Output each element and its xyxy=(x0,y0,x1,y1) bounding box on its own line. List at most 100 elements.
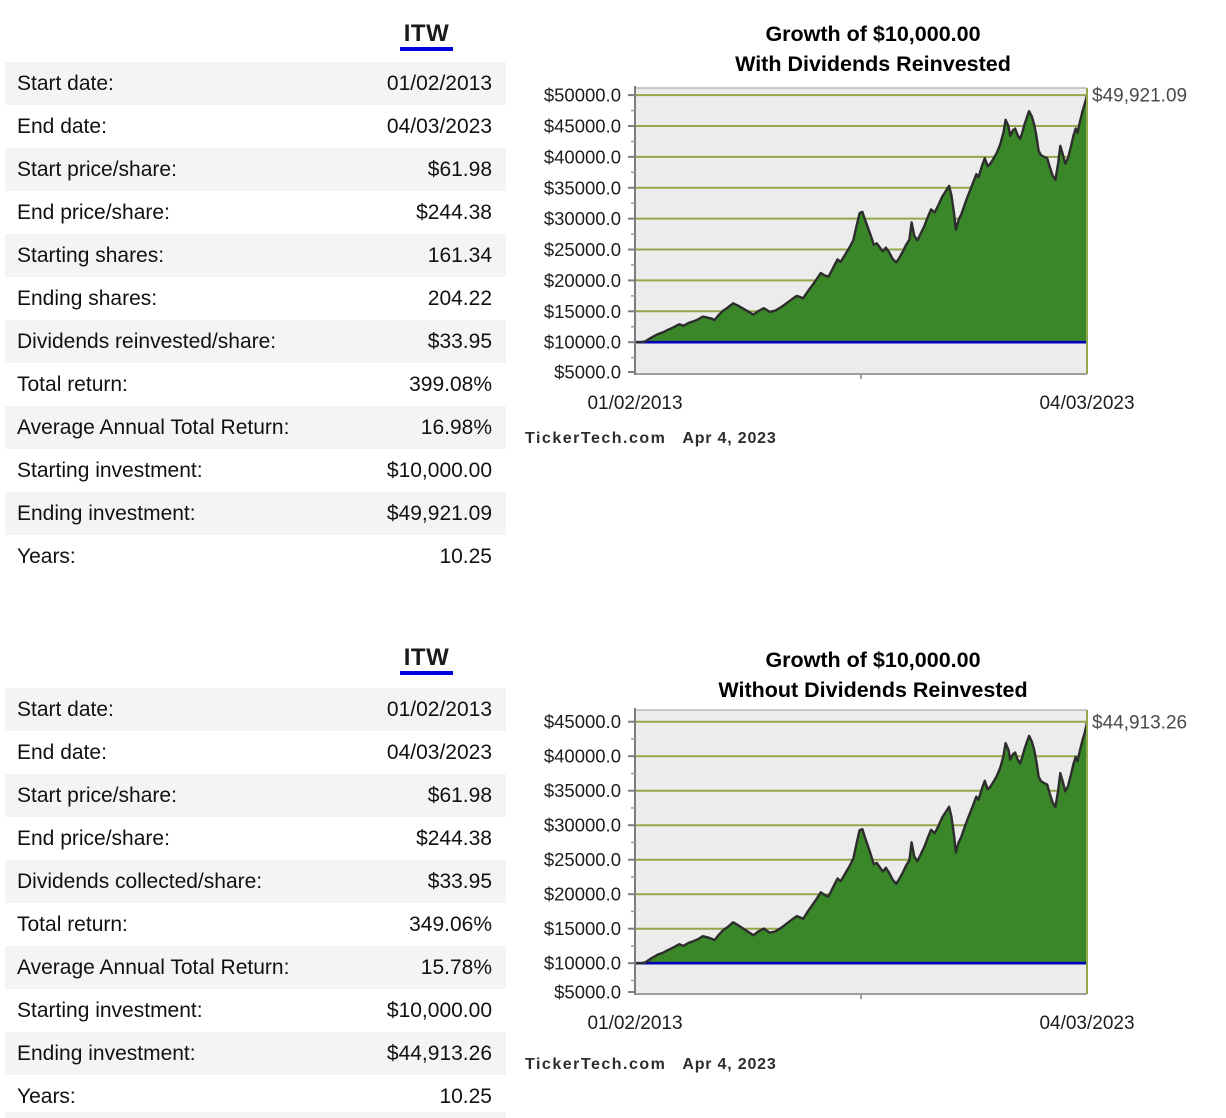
row-label: Start date: xyxy=(17,71,114,95)
y-tick-label: $45000.0 xyxy=(544,115,621,136)
table-row: Ending investment: $49,921.09 xyxy=(5,492,506,535)
table-row: Starting investment: $10,000.00 xyxy=(5,449,506,492)
y-tick-label: $15000.0 xyxy=(544,301,621,322)
x-tick-label: 01/02/2013 xyxy=(587,393,682,414)
row-label: Dividends reinvested/share: xyxy=(17,329,277,353)
table-row: Dividends reinvested/share: $33.95 xyxy=(5,320,506,363)
row-label: Dividends collected/share: xyxy=(17,869,263,893)
row-label: Starting shares: xyxy=(17,243,165,267)
table-row: Average Annual Total Return: 16.98% xyxy=(5,406,506,449)
table-row: Total return: 349.06% xyxy=(5,903,506,946)
row-value: $61.98 xyxy=(427,783,492,807)
row-label: Start price/share: xyxy=(17,783,177,807)
y-tick-label: $20000.0 xyxy=(544,270,621,291)
ticker-link-with-dividends[interactable]: ITW xyxy=(400,22,453,51)
row-label: Starting investment: xyxy=(17,458,203,482)
x-tick-label: 04/03/2023 xyxy=(1039,393,1134,414)
table-row: Start date: 01/02/2013 xyxy=(5,62,506,105)
row-value: $33.95 xyxy=(427,869,492,893)
y-tick-label: $25000.0 xyxy=(544,239,621,260)
row-label: End date: xyxy=(17,740,107,764)
row-value: 01/02/2013 xyxy=(386,71,492,95)
source-note: TickerTech.com Apr 4, 2023 xyxy=(525,1056,777,1074)
end-value-annotation: $49,921.09 xyxy=(1092,86,1187,107)
y-tick-label: $35000.0 xyxy=(544,780,621,801)
row-label: End price/share: xyxy=(17,826,170,850)
table-row: Starting investment: $10,000.00 xyxy=(5,989,506,1032)
row-value: 161.34 xyxy=(427,243,492,267)
table-row: Ending shares: 204.22 xyxy=(5,277,506,320)
table-row: Years: 10.25 xyxy=(5,1075,506,1118)
row-label: Ending shares: xyxy=(17,286,158,310)
y-tick-label: $10000.0 xyxy=(544,332,621,353)
table-row: Ending investment: $44,913.26 xyxy=(5,1032,506,1075)
row-value: 399.08% xyxy=(409,372,492,396)
table-row: Average Annual Total Return: 15.78% xyxy=(5,946,506,989)
growth-with-dividends-canvas: $50000.0 $45000.0 $40000.0 $35000.0 $30000.0… xyxy=(544,85,1187,414)
row-value: 349.06% xyxy=(409,912,492,936)
row-label: Total return: xyxy=(17,912,128,936)
table-row: Starting shares: 161.34 xyxy=(5,234,506,277)
chart-title-with-dividends: Growth of $10,000.00 With Dividends Rein… xyxy=(545,19,1201,79)
row-value: 04/03/2023 xyxy=(386,114,492,138)
table-row: Years: 10.25 xyxy=(5,535,506,578)
stats-table-with-dividends: Start date: 01/02/2013 End date: 04/03/2023… xyxy=(5,62,506,578)
chart-title-line2: Without Dividends Reinvested xyxy=(718,678,1028,702)
row-value: $10,000.00 xyxy=(386,458,492,482)
chart-title-without-dividends: Growth of $10,000.00 Without Dividends R… xyxy=(545,645,1201,705)
row-value: 10.25 xyxy=(439,544,492,568)
row-label: Start price/share: xyxy=(17,157,177,181)
chart-title-line2: With Dividends Reinvested xyxy=(735,52,1011,76)
tickertech-brand[interactable]: TickerTech.com xyxy=(525,430,667,447)
row-value: 01/02/2013 xyxy=(386,697,492,721)
chart-date: Apr 4, 2023 xyxy=(682,430,777,447)
row-value: $244.38 xyxy=(416,826,492,850)
y-tick-label: $40000.0 xyxy=(544,746,621,767)
growth-line xyxy=(634,722,1089,965)
end-value-annotation: $44,913.26 xyxy=(1092,712,1187,733)
row-value: $61.98 xyxy=(427,157,492,181)
row-value: $10,000.00 xyxy=(386,998,492,1022)
row-value: 16.98% xyxy=(420,415,492,439)
row-value: $33.95 xyxy=(427,329,492,353)
table-row: Start price/share: $61.98 xyxy=(5,774,506,817)
growth-area xyxy=(635,722,1087,964)
y-tick-label: $50000.0 xyxy=(544,85,621,106)
growth-line xyxy=(635,95,1089,344)
y-tick-label: $45000.0 xyxy=(544,711,621,732)
y-tick-label: $5000.0 xyxy=(554,982,621,1003)
row-value: $244.38 xyxy=(416,200,492,224)
row-value: 204.22 xyxy=(427,286,492,310)
table-row: End price/share: $244.38 xyxy=(5,191,506,234)
y-tick-label: $30000.0 xyxy=(544,815,621,836)
row-label: Average Annual Total Return: xyxy=(17,415,290,439)
row-label: Starting investment: xyxy=(17,998,203,1022)
row-value: $49,921.09 xyxy=(386,501,492,525)
chart-with-dividends: $50000.0 $45000.0 $40000.0 $35000.0 $30000.0… xyxy=(520,80,1226,430)
y-tick-label: $10000.0 xyxy=(544,953,621,974)
x-tick-label: 04/03/2023 xyxy=(1039,1013,1134,1034)
table-row: Start price/share: $61.98 xyxy=(5,148,506,191)
chart-title-line1: Growth of $10,000.00 xyxy=(765,22,981,46)
source-note: TickerTech.com Apr 4, 2023 xyxy=(525,430,777,448)
y-tick-label: $5000.0 xyxy=(554,362,621,383)
row-label: Ending investment: xyxy=(17,1041,196,1065)
ticker-link-without-dividends[interactable]: ITW xyxy=(400,646,453,675)
growth-area xyxy=(635,95,1087,343)
table-row: Total return: 399.08% xyxy=(5,363,506,406)
row-label: End date: xyxy=(17,114,107,138)
growth-without-dividends-canvas: $45000.0 $40000.0 $35000.0 $30000.0 $25000.0… xyxy=(544,708,1187,1034)
row-value: 10.25 xyxy=(439,1084,492,1108)
table-row: End price/share: $244.38 xyxy=(5,817,506,860)
tickertech-brand[interactable]: TickerTech.com xyxy=(525,1056,667,1073)
x-tick-label: 01/02/2013 xyxy=(587,1013,682,1034)
row-label: Start date: xyxy=(17,697,114,721)
y-tick-label: $30000.0 xyxy=(544,208,621,229)
cutoff-row-strip xyxy=(5,1112,506,1118)
row-label: Years: xyxy=(17,1084,76,1108)
chart-without-dividends: $45000.0 $40000.0 $35000.0 $30000.0 $25000.0… xyxy=(520,702,1226,1052)
table-row: End date: 04/03/2023 xyxy=(5,731,506,774)
chart-title-line1: Growth of $10,000.00 xyxy=(765,648,981,672)
row-label: End price/share: xyxy=(17,200,170,224)
row-label: Average Annual Total Return: xyxy=(17,955,290,979)
